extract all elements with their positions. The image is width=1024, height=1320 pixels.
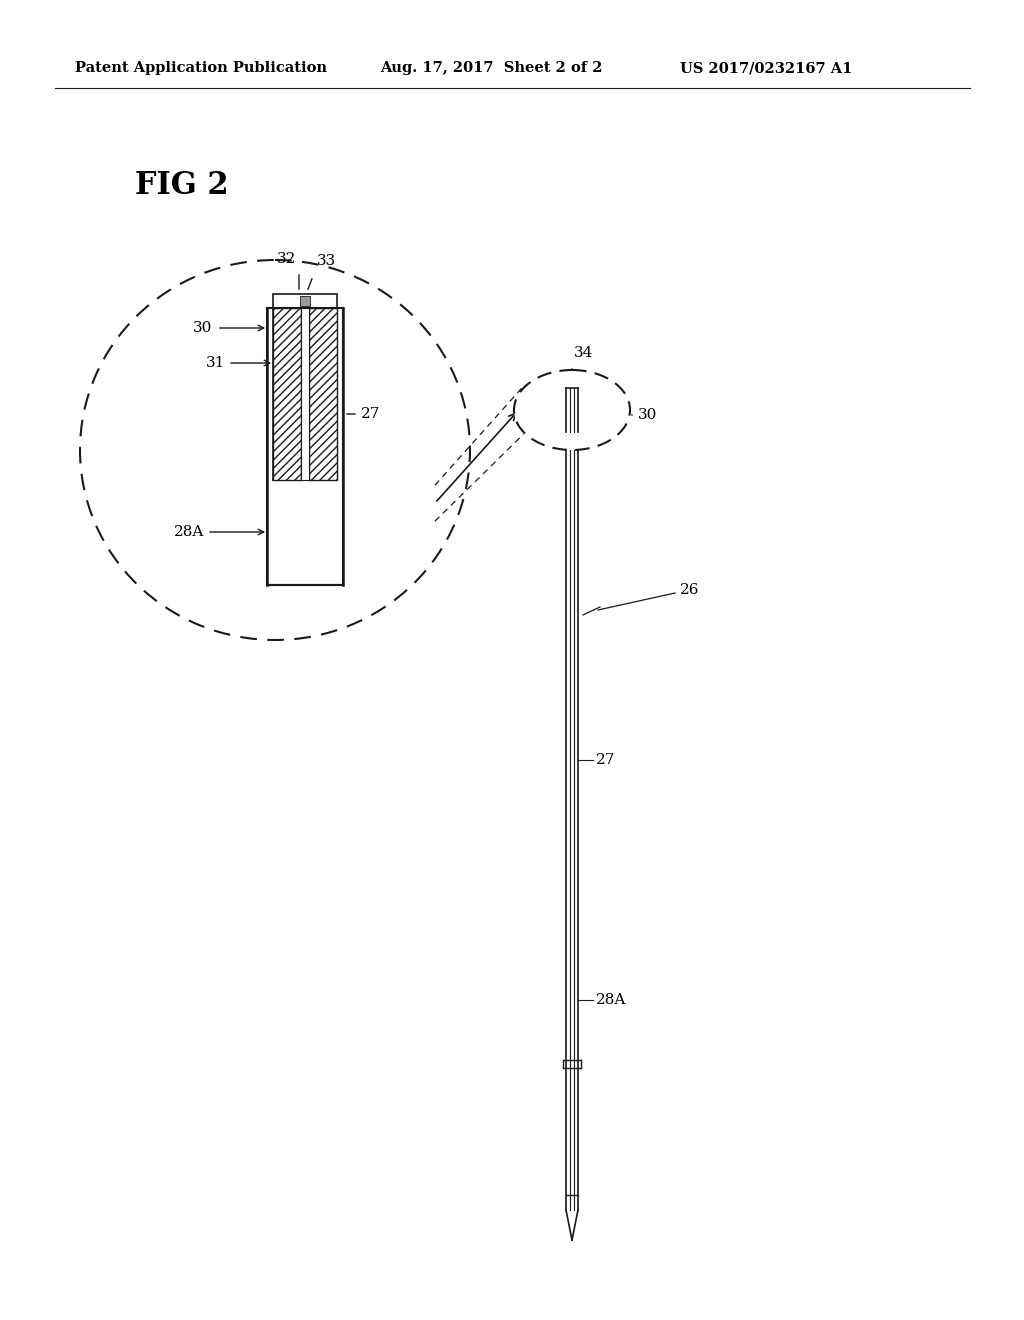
- Text: US 2017/0232167 A1: US 2017/0232167 A1: [680, 61, 852, 75]
- Text: 26: 26: [680, 583, 699, 597]
- Text: 27: 27: [596, 752, 615, 767]
- Bar: [309, 308, 337, 480]
- Ellipse shape: [514, 370, 630, 450]
- Text: 32: 32: [278, 252, 297, 267]
- Text: 30: 30: [638, 408, 657, 422]
- Text: 28A: 28A: [596, 993, 627, 1007]
- Text: 33: 33: [317, 253, 336, 268]
- Text: Aug. 17, 2017  Sheet 2 of 2: Aug. 17, 2017 Sheet 2 of 2: [380, 61, 602, 75]
- Text: Patent Application Publication: Patent Application Publication: [75, 61, 327, 75]
- Bar: [300, 296, 310, 306]
- Text: 28A: 28A: [174, 525, 204, 539]
- Text: 30: 30: [193, 321, 212, 335]
- Text: FIG 2: FIG 2: [135, 169, 228, 201]
- Bar: [273, 308, 301, 480]
- Text: 34: 34: [574, 346, 593, 360]
- Bar: [301, 308, 309, 480]
- Bar: [273, 294, 337, 308]
- Text: 31: 31: [206, 356, 225, 370]
- Text: 27: 27: [361, 407, 380, 421]
